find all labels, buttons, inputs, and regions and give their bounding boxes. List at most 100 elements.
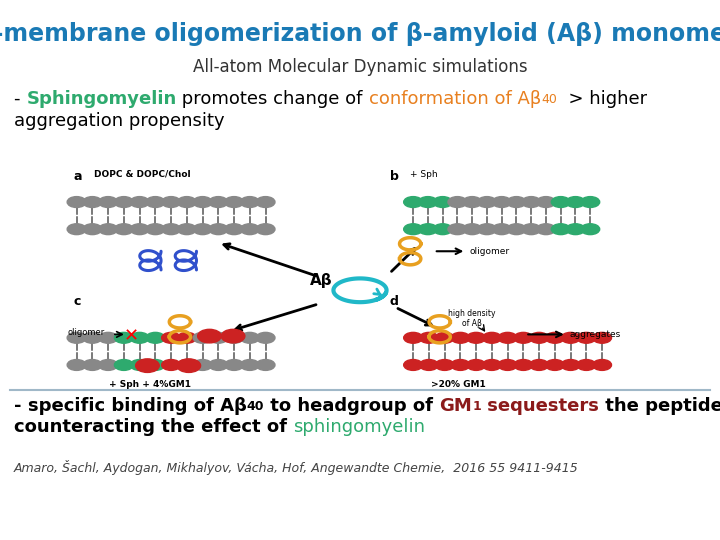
- Circle shape: [522, 197, 541, 207]
- Circle shape: [451, 333, 470, 343]
- Circle shape: [545, 333, 564, 343]
- Circle shape: [83, 360, 102, 370]
- Text: promotes change of: promotes change of: [176, 90, 369, 108]
- Text: Amaro, Šachl, Aydogan, Mikhalyov, Vácha, Hof, Angewandte Chemie,  2016 55 9411-9: Amaro, Šachl, Aydogan, Mikhalyov, Vácha,…: [14, 460, 579, 475]
- Circle shape: [99, 333, 117, 343]
- Text: conformation of Aβ: conformation of Aβ: [369, 90, 541, 108]
- Circle shape: [435, 333, 454, 343]
- Circle shape: [593, 333, 611, 343]
- Circle shape: [161, 333, 181, 343]
- Text: Sphingomyelin: Sphingomyelin: [26, 90, 176, 108]
- Text: counteracting the effect of: counteracting the effect of: [14, 418, 293, 436]
- Circle shape: [209, 360, 228, 370]
- Circle shape: [209, 224, 228, 234]
- Circle shape: [448, 224, 467, 234]
- Text: DOPC & DOPC/Chol: DOPC & DOPC/Chol: [94, 170, 191, 179]
- Text: b: b: [390, 170, 398, 183]
- Text: aggregates: aggregates: [570, 330, 621, 339]
- Circle shape: [114, 197, 133, 207]
- Circle shape: [545, 360, 564, 370]
- Circle shape: [552, 197, 570, 207]
- Circle shape: [492, 224, 511, 234]
- Circle shape: [83, 224, 102, 234]
- Circle shape: [467, 360, 485, 370]
- Circle shape: [530, 333, 549, 343]
- Circle shape: [67, 360, 86, 370]
- Circle shape: [146, 197, 165, 207]
- Circle shape: [177, 197, 197, 207]
- Text: sequesters: sequesters: [481, 397, 599, 415]
- Text: c: c: [73, 295, 81, 308]
- Circle shape: [193, 197, 212, 207]
- Circle shape: [114, 224, 133, 234]
- Text: sphingomyelin: sphingomyelin: [293, 418, 426, 436]
- Circle shape: [577, 333, 595, 343]
- Text: + Sph + 4%GM1: + Sph + 4%GM1: [109, 380, 191, 389]
- Text: -: -: [14, 397, 28, 415]
- Circle shape: [448, 197, 467, 207]
- Circle shape: [67, 197, 86, 207]
- Circle shape: [99, 360, 117, 370]
- Circle shape: [577, 360, 595, 370]
- Circle shape: [240, 360, 259, 370]
- Circle shape: [83, 333, 102, 343]
- Circle shape: [581, 224, 600, 234]
- Text: Aβ: Aβ: [310, 273, 333, 288]
- Circle shape: [536, 197, 555, 207]
- Text: GM: GM: [439, 397, 472, 415]
- Circle shape: [404, 360, 423, 370]
- Circle shape: [552, 224, 570, 234]
- Circle shape: [482, 360, 501, 370]
- Circle shape: [67, 333, 86, 343]
- Circle shape: [135, 359, 159, 373]
- Circle shape: [581, 197, 600, 207]
- Text: high density
of Aβ: high density of Aβ: [449, 309, 496, 328]
- Circle shape: [482, 333, 501, 343]
- Circle shape: [209, 333, 228, 343]
- Text: oligomer: oligomer: [68, 328, 105, 337]
- Text: aggregation propensity: aggregation propensity: [14, 112, 225, 130]
- Circle shape: [433, 224, 452, 234]
- Text: a: a: [73, 170, 82, 183]
- Circle shape: [404, 224, 423, 234]
- Text: specific binding of Aβ: specific binding of Aβ: [28, 397, 247, 415]
- Text: 40: 40: [247, 400, 264, 413]
- Circle shape: [161, 360, 181, 370]
- Text: > higher: > higher: [557, 90, 647, 108]
- Text: >20% GM1: >20% GM1: [431, 380, 485, 389]
- Text: to headgroup of: to headgroup of: [264, 397, 439, 415]
- Circle shape: [67, 224, 86, 234]
- Text: -: -: [14, 90, 26, 108]
- Circle shape: [498, 360, 517, 370]
- Text: In-membrane oligomerization of β-amyloid (Aβ) monomers: In-membrane oligomerization of β-amyloid…: [0, 22, 720, 46]
- Text: + Sph: + Sph: [410, 170, 438, 179]
- Circle shape: [418, 224, 437, 234]
- Circle shape: [256, 224, 275, 234]
- Text: d: d: [390, 295, 398, 308]
- Circle shape: [146, 224, 165, 234]
- Circle shape: [536, 224, 555, 234]
- Circle shape: [451, 360, 470, 370]
- Circle shape: [225, 197, 243, 207]
- Circle shape: [404, 197, 423, 207]
- Circle shape: [477, 197, 496, 207]
- Circle shape: [99, 197, 117, 207]
- Circle shape: [492, 197, 511, 207]
- Circle shape: [561, 333, 580, 343]
- Circle shape: [161, 197, 181, 207]
- Text: oligomer: oligomer: [469, 247, 509, 256]
- Circle shape: [177, 333, 197, 343]
- Text: the peptide thus: the peptide thus: [599, 397, 720, 415]
- Circle shape: [420, 360, 438, 370]
- Circle shape: [177, 224, 197, 234]
- Circle shape: [418, 197, 437, 207]
- Circle shape: [161, 224, 181, 234]
- Circle shape: [221, 329, 245, 343]
- Circle shape: [130, 197, 149, 207]
- Circle shape: [566, 197, 585, 207]
- Text: 40: 40: [541, 93, 557, 106]
- Circle shape: [507, 197, 526, 207]
- Circle shape: [435, 360, 454, 370]
- Circle shape: [225, 333, 243, 343]
- Circle shape: [256, 360, 275, 370]
